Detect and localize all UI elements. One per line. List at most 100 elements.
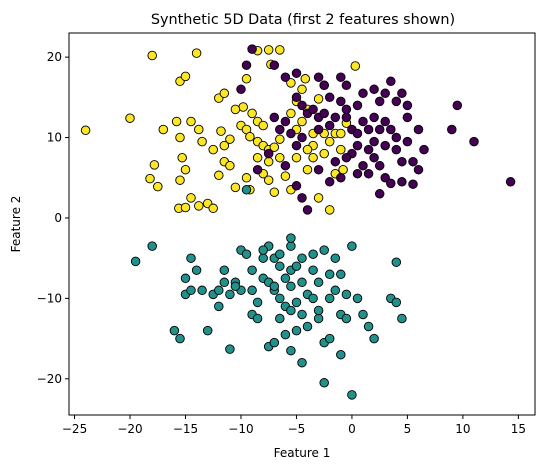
data-point bbox=[447, 124, 457, 135]
data-point bbox=[336, 144, 346, 155]
data-point bbox=[241, 185, 252, 195]
data-point bbox=[258, 253, 268, 263]
data-point bbox=[297, 132, 307, 143]
data-point bbox=[230, 281, 241, 292]
data-point bbox=[149, 160, 160, 170]
data-point bbox=[158, 124, 169, 135]
data-point bbox=[363, 321, 374, 332]
x-axis-ticks: −25 −20 −15 −10 −5 0 5 10 15 bbox=[62, 415, 526, 436]
data-point bbox=[352, 293, 363, 304]
data-point bbox=[238, 102, 248, 112]
data-point bbox=[391, 144, 402, 155]
data-point bbox=[297, 357, 307, 368]
data-point bbox=[324, 333, 335, 344]
data-point bbox=[175, 175, 185, 185]
data-point bbox=[408, 179, 418, 189]
y-axis-ticks: −20 −10 0 10 20 bbox=[37, 50, 69, 386]
data-point bbox=[336, 269, 346, 280]
data-point bbox=[324, 120, 335, 131]
data-point bbox=[247, 108, 257, 119]
data-point bbox=[194, 124, 204, 135]
data-point bbox=[252, 164, 263, 175]
x-axis-label: Feature 1 bbox=[274, 446, 331, 460]
data-point bbox=[341, 104, 352, 115]
data-point bbox=[336, 173, 346, 183]
data-point bbox=[397, 177, 407, 187]
data-point bbox=[336, 128, 346, 139]
data-point bbox=[297, 253, 307, 263]
data-point bbox=[153, 181, 163, 192]
data-point bbox=[374, 160, 385, 171]
y-axis-label: Feature 2 bbox=[9, 196, 23, 253]
data-point bbox=[241, 173, 252, 183]
data-point bbox=[197, 136, 207, 147]
data-point bbox=[275, 134, 285, 144]
data-point bbox=[186, 253, 196, 263]
data-point bbox=[402, 100, 413, 111]
data-point bbox=[297, 309, 307, 320]
data-point bbox=[308, 249, 318, 259]
data-point bbox=[180, 273, 191, 284]
data-point bbox=[324, 177, 335, 187]
data-point bbox=[130, 256, 141, 267]
data-point bbox=[236, 84, 246, 95]
data-point bbox=[286, 281, 296, 292]
data-point bbox=[275, 261, 285, 271]
data-point bbox=[214, 285, 224, 296]
x-tick-label: −20 bbox=[117, 422, 142, 436]
data-point bbox=[319, 245, 329, 255]
data-point bbox=[186, 193, 196, 203]
data-point bbox=[180, 71, 191, 82]
data-point bbox=[319, 148, 329, 159]
data-point bbox=[286, 345, 296, 356]
data-point bbox=[291, 92, 302, 103]
data-point bbox=[269, 112, 280, 123]
data-point bbox=[369, 136, 379, 147]
points-layer bbox=[80, 44, 516, 400]
data-point bbox=[313, 313, 324, 324]
x-tick-label: −25 bbox=[62, 422, 87, 436]
data-point bbox=[302, 144, 313, 155]
data-point bbox=[225, 344, 235, 354]
data-point bbox=[341, 80, 352, 91]
data-point bbox=[269, 187, 280, 197]
plot-area-frame bbox=[68, 32, 536, 416]
data-point bbox=[358, 309, 368, 320]
data-point bbox=[313, 124, 324, 135]
data-point bbox=[413, 164, 424, 175]
data-point bbox=[330, 156, 341, 167]
data-point bbox=[219, 140, 230, 151]
data-point bbox=[175, 132, 185, 143]
data-point bbox=[252, 297, 263, 308]
data-point bbox=[336, 72, 346, 82]
data-point bbox=[297, 116, 307, 127]
data-point bbox=[191, 265, 202, 275]
x-tick-label: 0 bbox=[348, 422, 356, 436]
data-point bbox=[369, 84, 379, 95]
data-point bbox=[402, 112, 413, 123]
data-point bbox=[177, 152, 187, 163]
data-point bbox=[374, 96, 385, 107]
data-point bbox=[391, 257, 402, 267]
data-point bbox=[386, 178, 396, 189]
data-point bbox=[230, 104, 241, 115]
data-point bbox=[286, 78, 296, 88]
data-point bbox=[275, 249, 285, 259]
data-point bbox=[380, 173, 390, 183]
data-point bbox=[397, 313, 407, 324]
data-point bbox=[308, 293, 318, 304]
data-point bbox=[208, 203, 218, 214]
data-point bbox=[324, 269, 335, 280]
data-point bbox=[291, 297, 302, 308]
data-point bbox=[350, 61, 361, 71]
data-point bbox=[313, 277, 324, 288]
data-point bbox=[352, 128, 363, 139]
data-point bbox=[191, 48, 202, 58]
data-point bbox=[269, 142, 280, 152]
data-point bbox=[286, 233, 296, 243]
data-point bbox=[469, 136, 479, 147]
data-point bbox=[374, 124, 385, 135]
data-point bbox=[214, 301, 224, 312]
data-point bbox=[186, 285, 196, 296]
data-point bbox=[125, 113, 135, 123]
